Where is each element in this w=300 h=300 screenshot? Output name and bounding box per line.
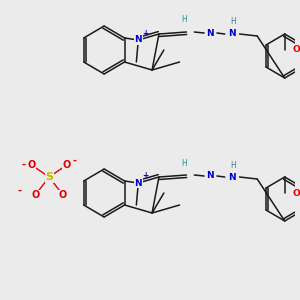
Text: N: N (134, 35, 142, 44)
Text: O: O (59, 190, 67, 200)
Text: N: N (206, 28, 214, 38)
Text: -: - (22, 160, 26, 170)
Text: +: + (142, 28, 148, 38)
Text: N: N (228, 29, 236, 38)
Text: N: N (228, 172, 236, 182)
Text: H: H (231, 17, 236, 26)
Text: O: O (292, 46, 300, 55)
Text: H: H (182, 16, 188, 25)
Text: H: H (182, 158, 188, 167)
Text: O: O (292, 188, 300, 197)
Text: -: - (18, 186, 22, 196)
Text: N: N (134, 178, 142, 188)
Text: O: O (31, 190, 40, 200)
Text: O: O (63, 160, 71, 170)
Text: -: - (73, 156, 77, 166)
Text: +: + (142, 172, 148, 181)
Text: O: O (27, 160, 36, 170)
Text: N: N (206, 172, 214, 181)
Text: H: H (231, 160, 236, 169)
Text: S: S (45, 172, 53, 182)
